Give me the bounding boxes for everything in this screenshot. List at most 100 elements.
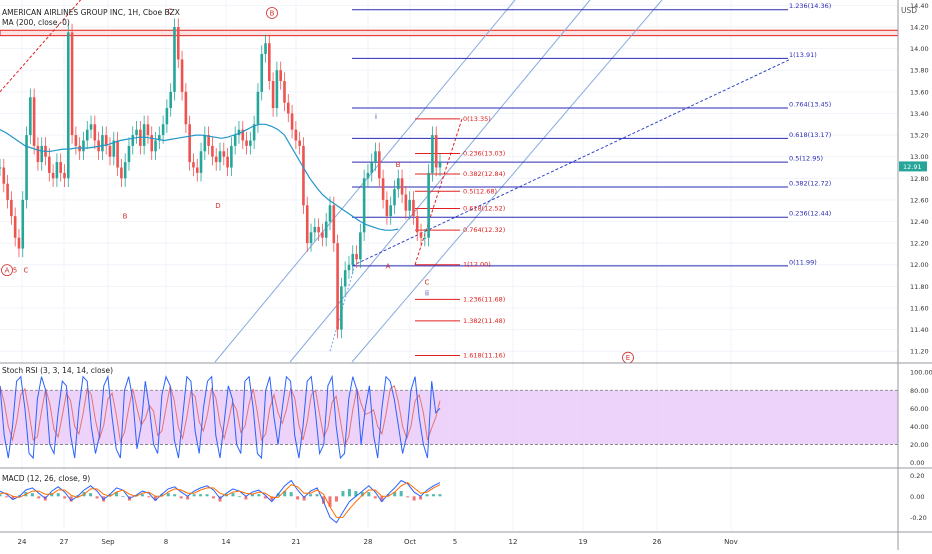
macd-histogram-bar (438, 494, 442, 497)
price-candle (218, 151, 222, 163)
price-candle (116, 140, 119, 168)
macd-histogram-bar (89, 493, 93, 497)
price-candle (328, 205, 332, 222)
symbol-header[interactable]: AMERICAN AIRLINES GROUP INC, 1H, Cboe BZ… (2, 8, 180, 17)
price-candle (13, 216, 17, 238)
macd-legend[interactable]: MACD (12, 26, close, 9) (2, 474, 90, 483)
ma-legend[interactable]: MA (200, close, 0) (2, 18, 70, 27)
price-candle (104, 135, 108, 146)
currency-label: USD (901, 6, 917, 15)
price-candle (173, 27, 176, 92)
price-candle (195, 167, 199, 173)
price-candle (17, 237, 21, 249)
wave-label: B (270, 9, 275, 17)
x-tick-label: 8 (164, 538, 168, 546)
macd-histogram-bar (237, 496, 241, 498)
price-candle (112, 140, 116, 157)
price-candle (237, 129, 241, 136)
price-candle (317, 226, 320, 233)
macd-histogram-bar (302, 496, 306, 501)
price-candle (370, 162, 374, 173)
x-tick-label: 28 (364, 538, 373, 546)
price-candle (211, 145, 214, 157)
price-candle (108, 145, 112, 157)
fib-retracement-label: 0(13.35) (463, 115, 491, 123)
wave-label: A (5, 267, 10, 275)
ma-200-line (0, 123, 399, 231)
price-candle (142, 124, 146, 146)
fib-extension-label: 1.236(14.36) (789, 2, 831, 10)
price-candle (214, 156, 218, 163)
price-candle (381, 178, 385, 200)
wave-label: B (123, 213, 128, 221)
price-candle (389, 205, 392, 217)
x-tick-label: 14 (222, 538, 231, 546)
price-candle (36, 145, 40, 163)
fib-retracement-label: 1.382(11.48) (463, 317, 505, 325)
fib-retracement-label: 1(12.00) (463, 261, 491, 269)
macd-line (0, 479, 441, 524)
price-tick-label: 11.80 (910, 283, 929, 291)
price-candle (427, 172, 430, 238)
price-candle (158, 135, 161, 141)
fib-retracement-label: 0.5(12.68) (463, 187, 497, 195)
stoch-rsi-band (0, 390, 898, 445)
price-candle (40, 145, 44, 163)
macd-histogram-bar (108, 494, 112, 497)
price-tick-label: 13.00 (910, 153, 929, 161)
price-candle (245, 140, 248, 146)
symbol-title: AMERICAN AIRLINES GROUP INC, 1H, Cboe BZ… (2, 8, 180, 17)
macd-histogram-bar (406, 496, 410, 498)
price-candle (385, 199, 389, 217)
fib-retracement-label: 0.764(12.32) (463, 226, 505, 234)
price-tick-label: 13.40 (910, 110, 929, 118)
price-tick-label: 12.20 (910, 240, 929, 248)
macd-histogram-bar (334, 496, 338, 502)
price-candle (241, 129, 245, 141)
wave-label: ii (425, 289, 429, 297)
macd-histogram-bar (283, 491, 287, 497)
macd-histogram-bar (380, 496, 384, 502)
wave-label: D (215, 202, 220, 210)
macd-histogram-bar (341, 491, 345, 497)
last-price-tag-box (899, 161, 927, 172)
price-candle (359, 232, 362, 260)
price-candle (66, 32, 70, 179)
fill-layer (0, 29, 899, 445)
price-candle (192, 162, 195, 168)
macd-histogram-bar (30, 493, 34, 497)
x-tick-label: 24 (18, 538, 27, 546)
x-tick-label: Nov (724, 538, 738, 546)
price-candle (366, 172, 370, 179)
macd-histogram-bar (37, 496, 41, 499)
macd-histogram-bar (270, 496, 274, 501)
price-candle (89, 124, 93, 130)
price-candle (309, 232, 313, 244)
macd-histogram-bar (244, 496, 248, 500)
price-candle (434, 135, 438, 168)
ma-label: MA (200, close, 0) (2, 18, 70, 27)
wave-label: 5 (13, 267, 17, 275)
fib-extension-label: 0.236(12.44) (789, 210, 831, 218)
wave-label: C (24, 267, 29, 275)
price-candle (207, 135, 210, 146)
price-candle (419, 232, 423, 238)
x-tick-label: 19 (579, 538, 588, 546)
price-candle (203, 135, 207, 152)
price-candle (336, 243, 339, 330)
price-candle (343, 270, 347, 287)
stoch-rsi-legend[interactable]: Stoch RSI (3, 3, 14, 14, close) (2, 366, 113, 375)
price-candle (59, 162, 62, 173)
price-tick-label: 13.60 (910, 88, 929, 96)
price-candle (165, 108, 169, 125)
price-tick-label: 13.80 (910, 67, 929, 75)
x-tick-label: 21 (292, 538, 301, 546)
price-candle (154, 140, 157, 152)
price-candle (305, 205, 309, 244)
currency-text: USD (901, 6, 918, 15)
macd-histogram-bar (186, 496, 190, 500)
price-candle (347, 264, 351, 271)
price-candle (25, 135, 28, 200)
